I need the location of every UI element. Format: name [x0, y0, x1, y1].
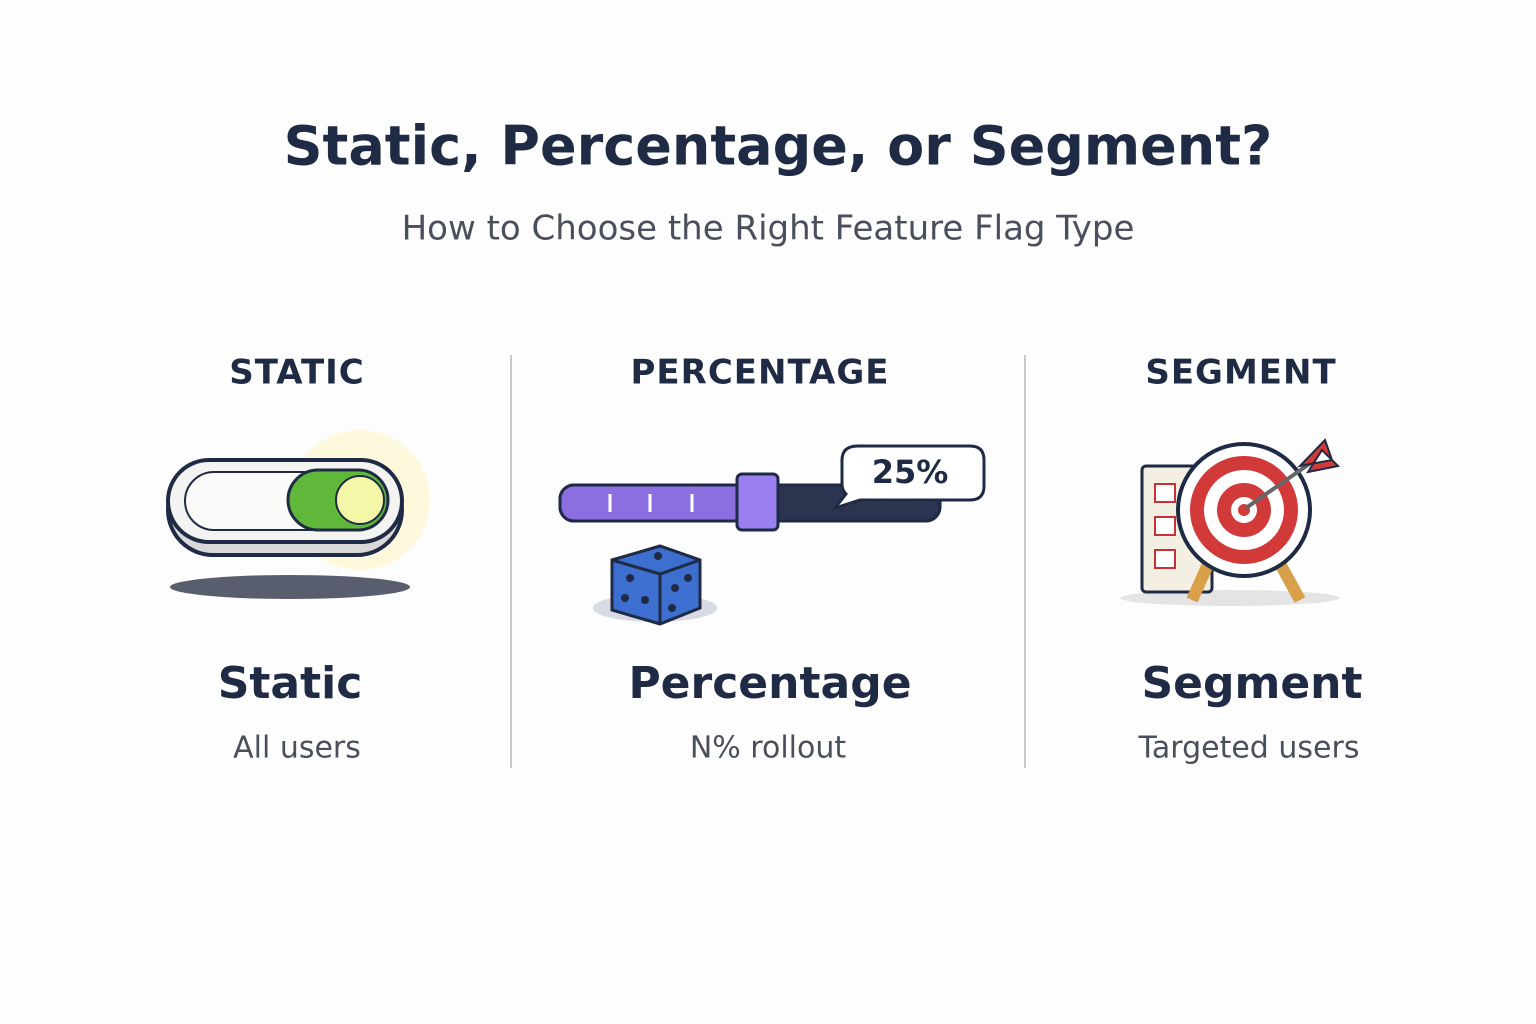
column-caption: All users	[233, 731, 361, 766]
column-label: Segment	[1141, 658, 1362, 709]
slider-icon	[558, 444, 986, 532]
dice-icon	[593, 544, 717, 626]
title: Static, Percentage, or Segment?	[284, 115, 1273, 178]
subtitle: How to Choose the Right Feature Flag Typ…	[402, 209, 1135, 249]
toggle-icon	[166, 430, 430, 599]
percentage-badge: 25%	[872, 453, 949, 491]
column-caption: N% rollout	[690, 731, 847, 766]
column-heading: SEGMENT	[1145, 353, 1336, 393]
column-heading: PERCENTAGE	[631, 353, 890, 393]
column-caption: Targeted users	[1138, 731, 1360, 766]
column-label: Percentage	[628, 658, 911, 709]
column-label: Static	[218, 658, 363, 709]
target-icon	[1120, 438, 1341, 606]
column-heading: STATIC	[229, 353, 365, 393]
